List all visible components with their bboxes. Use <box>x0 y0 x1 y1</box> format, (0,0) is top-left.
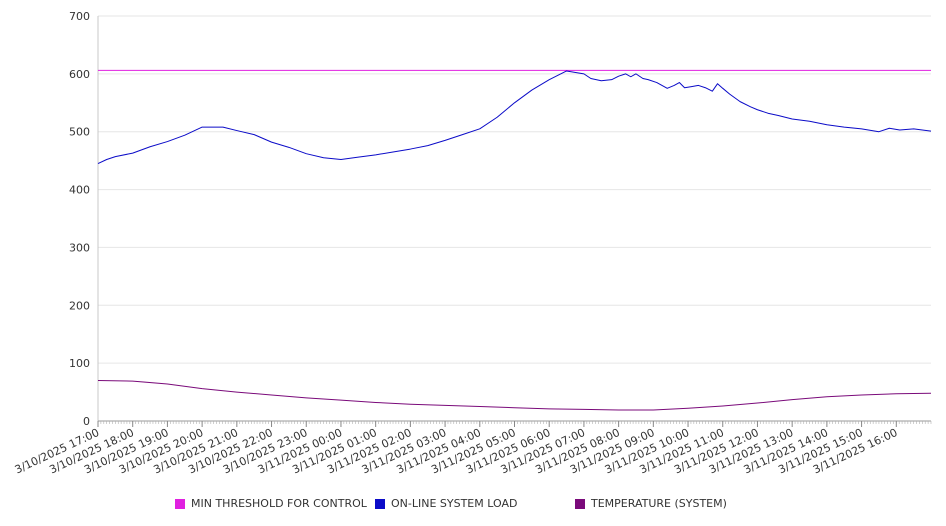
temperature-line <box>97 380 932 411</box>
system-load-line <box>97 70 932 164</box>
y-tick-labels: 0 100 200 300 400 500 600 700 <box>69 10 90 428</box>
y-tick-label: 300 <box>69 241 90 254</box>
legend-label-temperature: TEMPERATURE (SYSTEM) <box>591 497 727 510</box>
legend-swatch-threshold <box>175 498 185 509</box>
legend-item-system-load: ON-LINE SYSTEM LOAD <box>375 497 517 510</box>
y-tick-label: 0 <box>83 415 90 428</box>
x-tick-labels: 3/10/2025 17:003/10/2025 18:003/10/2025 … <box>13 426 900 476</box>
legend-item-threshold: MIN THRESHOLD FOR CONTROL <box>175 497 367 510</box>
legend-swatch-temperature <box>575 498 585 509</box>
legend-label-system-load: ON-LINE SYSTEM LOAD <box>391 497 518 510</box>
y-tick-label: 100 <box>69 357 90 370</box>
series-lines <box>97 69 932 411</box>
y-tick-label: 700 <box>69 10 90 23</box>
legend: MIN THRESHOLD FOR CONTROL ON-LINE SYSTEM… <box>0 497 946 515</box>
y-tick-label: 200 <box>69 299 90 312</box>
legend-item-temperature: TEMPERATURE (SYSTEM) <box>575 497 727 510</box>
y-tick-label: 400 <box>69 184 90 197</box>
axes <box>97 16 932 427</box>
grid-lines <box>98 15 931 364</box>
legend-label-threshold: MIN THRESHOLD FOR CONTROL <box>191 497 367 510</box>
y-tick-label: 500 <box>69 126 90 139</box>
y-tick-label: 600 <box>69 68 90 81</box>
legend-swatch-system-load <box>375 498 385 509</box>
